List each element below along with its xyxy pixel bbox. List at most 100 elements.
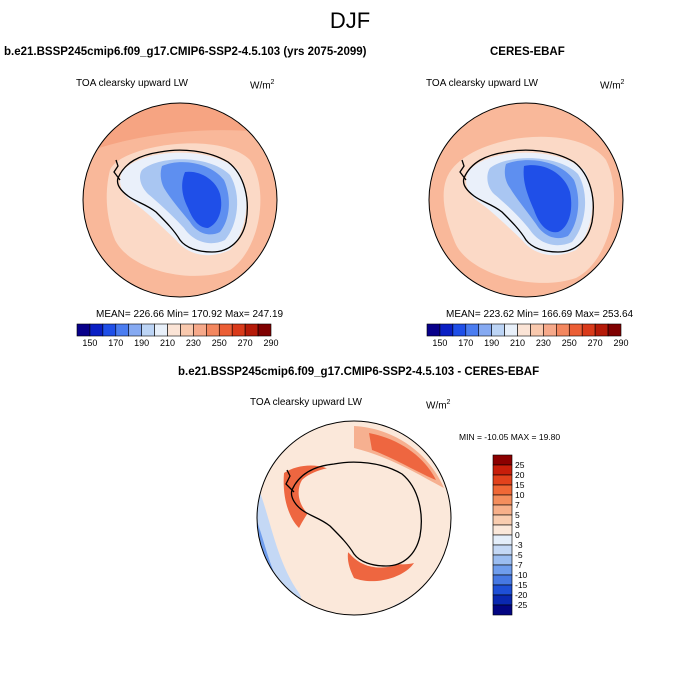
obs-colorbar-tick-label: 230 — [535, 338, 551, 348]
obs-colorbar-box — [517, 323, 531, 337]
model-colorbar-box — [257, 323, 272, 337]
diff-colorbar-tick-label: 3 — [515, 520, 520, 530]
model-colorbar-box — [193, 323, 207, 337]
obs-colorbar-box — [594, 323, 609, 337]
model-colorbar-box — [206, 323, 220, 337]
obs-colorbar-tick-label: 150 — [432, 338, 448, 348]
model-colorbar-box — [115, 323, 130, 337]
diff-polar-map — [256, 420, 452, 616]
obs-colorbar-box — [465, 323, 480, 337]
diff-colorbar-box — [492, 564, 513, 576]
obs-colorbar-tick-label: 210 — [510, 338, 526, 348]
obs-units-label: W/m2 — [600, 79, 625, 92]
diff-colorbar-box — [492, 544, 513, 556]
diff-colorbar-box — [492, 594, 513, 606]
diff-colorbar-box — [492, 524, 513, 536]
obs-colorbar-box — [491, 323, 505, 337]
model-colorbar-box — [76, 323, 91, 337]
diff-colorbar-tick-label: -15 — [515, 580, 528, 590]
obs-colorbar-box — [504, 323, 518, 337]
diff-colorbar-box — [492, 494, 513, 506]
obs-colorbar-tick-label: 190 — [484, 338, 500, 348]
model-colorbar-tick-label: 230 — [185, 338, 201, 348]
obs-colorbar-box — [556, 323, 570, 337]
obs-colorbar-labels: 150 170 190 210 230 250 270 290 — [427, 338, 628, 350]
diff-colorbar-box — [492, 604, 513, 616]
diff-colorbar-box — [492, 464, 513, 476]
diff-colorbar-box — [492, 584, 513, 596]
diff-colorbar-box — [492, 504, 513, 516]
model-colorbar-tick-label: 270 — [237, 338, 253, 348]
model-panel-title: b.e21.BSSP245cmip6.f09_g17.CMIP6-SSP2-4.… — [4, 46, 367, 58]
model-colorbar-tick-label: 150 — [82, 338, 98, 348]
model-colorbar-box — [218, 323, 233, 337]
model-stats: MEAN= 226.66 Min= 170.92 Max= 247.19 — [96, 309, 284, 320]
obs-colorbar-tick-label: 270 — [587, 338, 603, 348]
diff-colorbar-tick-label: 15 — [515, 480, 525, 490]
model-ice-deep — [182, 171, 222, 228]
diff-ice-pale — [298, 465, 419, 568]
obs-colorbar-tick-label: 290 — [613, 338, 629, 348]
obs-colorbar-tick-label: 250 — [561, 338, 577, 348]
obs-colorbar-box — [439, 323, 454, 337]
model-coastline — [113, 149, 248, 253]
model-colorbar-tick-label: 250 — [211, 338, 227, 348]
obs-stats: MEAN= 223.62 Min= 166.69 Max= 253.64 — [446, 309, 634, 320]
obs-colorbar-box — [426, 323, 441, 337]
obs-colorbar-box — [607, 323, 622, 337]
diff-colorbar-tick-label: 0 — [515, 530, 520, 540]
model-colorbar-labels: 150 170 190 210 230 250 270 290 — [77, 338, 278, 350]
model-colorbar-box — [141, 323, 155, 337]
diff-colorbar-tick-label: 5 — [515, 510, 520, 520]
diff-colorbar-tick-label: -3 — [515, 540, 523, 550]
model-colorbar-tick-label: 210 — [160, 338, 176, 348]
diff-colorbar-box — [492, 484, 513, 496]
model-variable-label: TOA clearsky upward LW — [76, 78, 188, 89]
diff-colorbar-box — [492, 534, 513, 546]
obs-colorbar-box — [568, 323, 583, 337]
diff-colorbar-tick-label: -20 — [515, 590, 528, 600]
obs-ice-deep — [523, 165, 572, 233]
diff-panel-title: b.e21.BSSP245cmip6.f09_g17.CMIP6-SSP2-4.… — [178, 366, 540, 378]
model-colorbar-tick-label: 290 — [263, 338, 279, 348]
model-colorbar-box — [167, 323, 181, 337]
diff-colorbar-box — [492, 454, 513, 466]
obs-colorbar-box — [530, 323, 544, 337]
figure-title: DJF — [329, 8, 371, 33]
obs-colorbar-box — [543, 323, 557, 337]
diff-stats: MIN = -10.05 MAX = 19.80 — [459, 432, 561, 442]
model-colorbar-box — [128, 323, 142, 337]
obs-colorbar-box — [581, 323, 596, 337]
obs-polar-map — [428, 102, 624, 298]
model-colorbar-box — [102, 323, 117, 337]
model-colorbar-tick-label: 190 — [134, 338, 150, 348]
obs-colorbar — [426, 323, 622, 337]
model-colorbar-box — [180, 323, 194, 337]
model-colorbar-box — [89, 323, 104, 337]
obs-variable-label: TOA clearsky upward LW — [426, 78, 538, 89]
model-colorbar-box — [154, 323, 168, 337]
obs-colorbar-box — [452, 323, 467, 337]
model-colorbar-box — [244, 323, 259, 337]
model-units-label: W/m2 — [250, 79, 275, 92]
diff-colorbar-labels: 25 20 15 10 7 5 3 0 -3 -5 -7 -10 -15 -20 -25 — [513, 455, 543, 615]
model-colorbar-tick-label: 170 — [108, 338, 124, 348]
diff-colorbar-tick-label: -5 — [515, 550, 523, 560]
diff-colorbar-tick-label: -10 — [515, 570, 528, 580]
diff-colorbar-tick-label: -25 — [515, 600, 528, 610]
diff-red-top-strong — [369, 433, 436, 480]
diff-colorbar-tick-label: 10 — [515, 490, 525, 500]
diff-colorbar-tick-label: 25 — [515, 460, 525, 470]
obs-coastline — [459, 149, 594, 253]
diff-colorbar-box — [492, 474, 513, 486]
obs-panel-title: CERES-EBAF — [490, 46, 565, 58]
diff-colorbar-box — [492, 514, 513, 526]
diff-variable-label: TOA clearsky upward LW — [250, 397, 362, 408]
model-polar-map — [82, 102, 278, 298]
obs-colorbar-box — [478, 323, 492, 337]
diff-colorbar-tick-label: 20 — [515, 470, 525, 480]
diff-colorbar — [492, 454, 513, 616]
diff-colorbar-box — [492, 554, 513, 566]
obs-colorbar-tick-label: 170 — [458, 338, 474, 348]
diff-colorbar-tick-label: 7 — [515, 500, 520, 510]
